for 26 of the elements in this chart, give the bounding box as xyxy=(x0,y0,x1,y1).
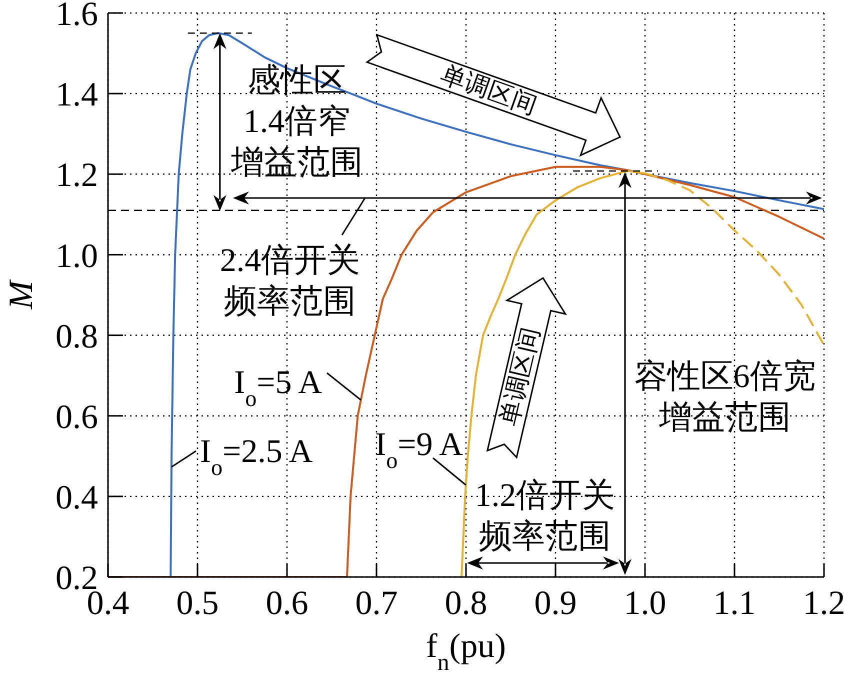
y-axis-title: M xyxy=(3,279,40,310)
y-tick-label: 1.2 xyxy=(56,157,98,194)
x-tick-label: 0.6 xyxy=(266,585,308,622)
annotation: 单调区间 xyxy=(436,60,540,120)
annotation: 容性区6倍宽增益范围 xyxy=(634,358,816,436)
x-tick-label: 0.5 xyxy=(176,585,219,622)
y-tick-label: 0.8 xyxy=(56,318,98,356)
x-tick-label: 1.2 xyxy=(802,585,844,622)
series-label: I$_{o}$=5 A xyxy=(234,365,322,411)
series-label: I$_{o}$=2.5 A xyxy=(200,434,313,480)
x-axis-title: f$_{n}$(pu) xyxy=(426,628,506,675)
line-series xyxy=(170,32,824,577)
y-tick-label: 0.4 xyxy=(56,480,98,516)
x-tick-label: 0.9 xyxy=(534,585,577,622)
series-label: I$_{o}$=9 A xyxy=(375,427,464,473)
y-tick-label: 1.0 xyxy=(56,238,98,275)
x-tick-label: 1.0 xyxy=(624,585,666,622)
annotation: 单调区间 xyxy=(495,324,544,428)
annotation: 1.2倍开关频率范围 xyxy=(474,478,616,555)
y-tick-label: 1.4 xyxy=(56,76,98,114)
y-tick-label: 0.6 xyxy=(56,398,98,436)
x-tick-label: 0.7 xyxy=(355,585,398,622)
y-tick-label: 1.6 xyxy=(56,0,98,34)
x-tick-label: 0.8 xyxy=(444,585,488,622)
annotation: 2.4倍开关频率范围 xyxy=(220,243,360,320)
x-tick-label: 1.1 xyxy=(713,585,756,622)
